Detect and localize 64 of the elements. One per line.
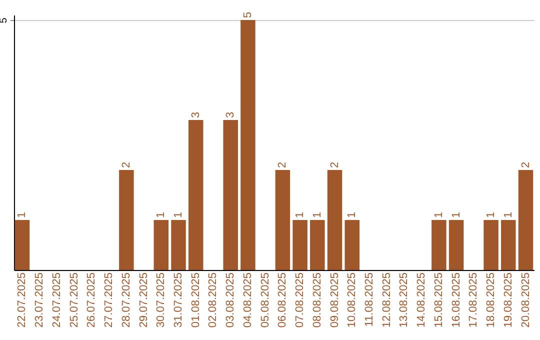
bar [292, 220, 308, 270]
x-tick-label: 22.07.2025 [16, 272, 28, 328]
bar [275, 170, 290, 270]
bar [171, 220, 186, 270]
bar [501, 220, 516, 270]
x-tick-label: 04.08.2025 [242, 272, 254, 328]
x-tick-label: 16.08.2025 [450, 272, 462, 328]
x-tick-label: 24.07.2025 [50, 272, 63, 328]
bar [119, 170, 134, 270]
data-label: 1 [172, 212, 185, 218]
x-tick-label: 03.08.2025 [224, 272, 237, 328]
data-label: 5 [242, 12, 254, 18]
bar [518, 170, 534, 270]
bar [240, 20, 256, 270]
x-tick-label: 17.08.2025 [468, 272, 480, 328]
bar [310, 220, 325, 270]
bar [327, 170, 342, 270]
bar [484, 220, 498, 270]
x-tick-label: 26.07.2025 [86, 272, 98, 328]
data-label: 1 [16, 212, 28, 218]
x-tick-label: 31.07.2025 [172, 272, 185, 328]
bar [14, 220, 30, 270]
x-tick-label: 07.08.2025 [294, 272, 306, 328]
data-label: 1 [450, 212, 462, 218]
x-tick-label: 05.08.2025 [259, 272, 272, 328]
data-label: 1 [485, 212, 498, 218]
bar [344, 220, 360, 270]
x-tick-label: 30.07.2025 [155, 272, 168, 328]
data-label: 1 [311, 212, 324, 218]
x-tick-label: 06.08.2025 [276, 272, 289, 328]
data-label: 2 [328, 162, 341, 168]
x-tick-label: 11.08.2025 [363, 272, 376, 327]
x-tick-label: 02.08.2025 [207, 272, 220, 328]
x-tick-label: 20.08.2025 [520, 272, 532, 328]
x-tick-label: 23.07.2025 [34, 272, 46, 328]
x-tick-label: 13.08.2025 [398, 272, 410, 328]
bar [448, 220, 464, 270]
data-label: 1 [155, 212, 168, 218]
x-tick-label: 19.08.2025 [502, 272, 514, 328]
x-tick-label: 14.08.2025 [416, 272, 428, 328]
data-label: 1 [502, 212, 514, 218]
x-tick-label: 08.08.2025 [311, 272, 324, 328]
x-tick-label: 10.08.2025 [346, 272, 358, 328]
x-tick-label: 28.07.2025 [120, 272, 132, 328]
x-tick-label: 12.08.2025 [380, 272, 393, 328]
data-label: 1 [294, 212, 306, 218]
data-label: 2 [276, 162, 289, 168]
bar [223, 120, 238, 270]
bar [154, 220, 169, 270]
x-tick-label: 29.07.2025 [138, 272, 150, 328]
data-label: 3 [190, 112, 202, 118]
bar [432, 220, 446, 270]
data-label: 1 [432, 212, 445, 218]
bar [188, 120, 204, 270]
data-label: 2 [520, 162, 532, 168]
data-label: 3 [224, 112, 237, 118]
data-label: 1 [346, 212, 358, 218]
x-tick-label: 25.07.2025 [68, 272, 80, 328]
x-tick-label: 09.08.2025 [328, 272, 341, 328]
x-tick-label: 15.08.2025 [432, 272, 445, 328]
data-label: 2 [120, 162, 132, 168]
x-tick-label: 18.08.2025 [485, 272, 498, 328]
x-tick-label: 27.07.2025 [103, 272, 116, 328]
x-tick-label: 01.08.2025 [190, 272, 202, 328]
